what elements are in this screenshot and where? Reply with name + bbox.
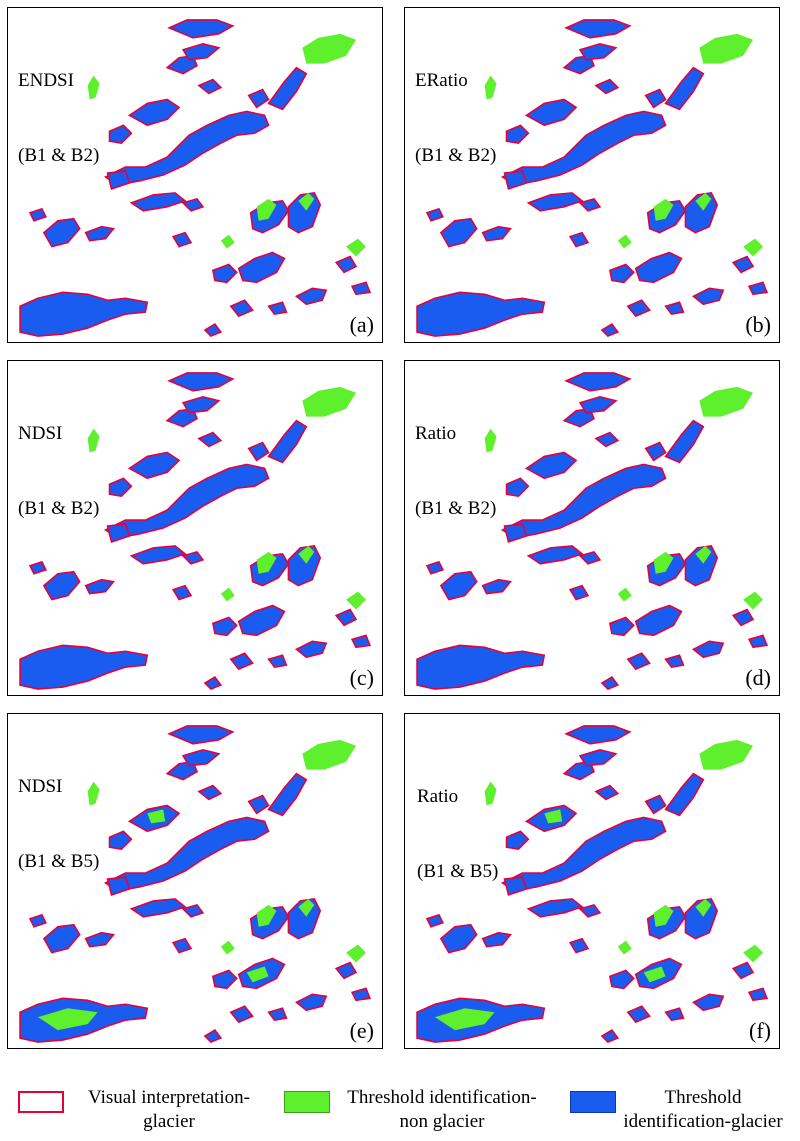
map-legend: Visual interpretation- glacier Threshold… xyxy=(0,1082,800,1138)
map-panel-e: NDSI (B1 & B5) (e) xyxy=(7,713,383,1049)
map-panel-b: ERatio (B1 & B2) (b) xyxy=(404,7,780,343)
threshold-non-glacier-areas xyxy=(87,739,366,963)
non-glacier-swatch xyxy=(284,1091,330,1113)
panel-title-method: ENDSI xyxy=(18,70,74,91)
panel-label: (b) xyxy=(745,312,771,337)
threshold-non-glacier-areas xyxy=(484,386,763,610)
glacier-map xyxy=(19,725,371,1043)
panel-title-bands: (B1 & B5) xyxy=(417,861,499,882)
glacier-swatch xyxy=(570,1091,616,1113)
panel-title-bands: (B1 & B5) xyxy=(18,851,100,872)
threshold-non-glacier-areas-extra xyxy=(37,809,269,1031)
threshold-non-glacier-areas xyxy=(87,33,366,257)
legend-label: Visual interpretation- glacier xyxy=(88,1087,250,1132)
panel-label: (a) xyxy=(349,312,374,337)
threshold-non-glacier-areas xyxy=(484,739,763,963)
threshold-non-glacier-areas xyxy=(484,33,763,257)
panel-title: NDSI (B1 & B5) xyxy=(18,724,99,924)
map-panel-f: Ratio (B1 & B5) (f) xyxy=(404,713,780,1049)
map-panel-c: NDSI (B1 & B2) (c) xyxy=(7,360,383,696)
panel-label: (f) xyxy=(749,1018,771,1043)
visual-interpretation-swatch xyxy=(18,1091,64,1113)
map-panel-a: ENDSI (B1 & B2) (a) xyxy=(7,7,383,343)
panel-title-method: NDSI xyxy=(18,776,63,797)
panel-title-bands: (B1 & B2) xyxy=(18,145,100,166)
glacier-map xyxy=(416,725,768,1043)
panel-label: (d) xyxy=(745,665,771,690)
panel-title: Ratio (B1 & B2) xyxy=(415,371,496,571)
legend-label: Threshold identification- non glacier xyxy=(347,1087,537,1132)
panel-title-bands: (B1 & B2) xyxy=(415,145,497,166)
panel-title-method: Ratio xyxy=(417,786,459,807)
panel-title-method: NDSI xyxy=(18,423,63,444)
panel-label: (c) xyxy=(349,665,374,690)
panel-title-method: Ratio xyxy=(415,423,457,444)
threshold-non-glacier-areas-extra xyxy=(434,809,666,1031)
panel-title: ERatio (B1 & B2) xyxy=(415,18,496,218)
threshold-non-glacier-areas xyxy=(87,386,366,610)
panel-title: Ratio (B1 & B5) xyxy=(417,734,498,934)
panel-label: (e) xyxy=(349,1018,374,1043)
legend-label: Threshold identification-glacier xyxy=(623,1087,783,1132)
panel-title-method: ERatio xyxy=(415,70,468,91)
panel-title: ENDSI (B1 & B2) xyxy=(18,18,99,218)
panel-title-bands: (B1 & B2) xyxy=(415,498,497,519)
panel-title-bands: (B1 & B2) xyxy=(18,498,100,519)
map-panel-d: Ratio (B1 & B2) (d) xyxy=(404,360,780,696)
panel-title: NDSI (B1 & B2) xyxy=(18,371,99,571)
